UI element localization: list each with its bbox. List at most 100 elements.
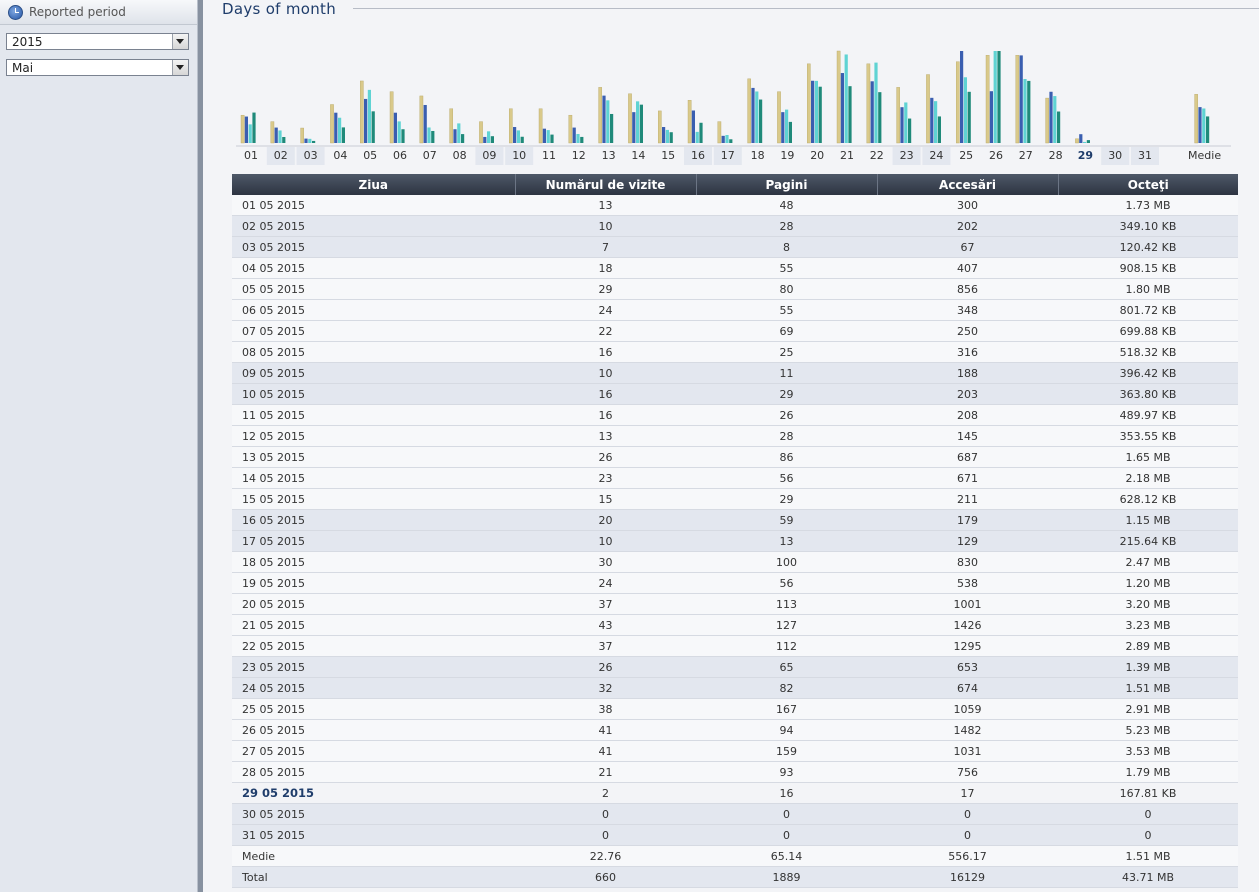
bar-08-s0[interactable] <box>449 108 454 144</box>
bar-06-s3[interactable] <box>401 129 405 143</box>
bar-28-s2[interactable] <box>1053 96 1057 143</box>
bar-20-s0[interactable] <box>807 63 811 144</box>
bar-26-s3[interactable] <box>997 51 1001 143</box>
bar-23-s0[interactable] <box>896 87 900 144</box>
bar-22-s3[interactable] <box>878 92 882 143</box>
bar-07-s1[interactable] <box>423 104 427 143</box>
bar-03-s2[interactable] <box>308 138 312 143</box>
bar-Medie-s0[interactable] <box>1194 94 1198 144</box>
bar-26-s2[interactable] <box>993 51 997 143</box>
bar-11-s3[interactable] <box>550 134 554 143</box>
bar-17-s1[interactable] <box>721 135 725 143</box>
bar-17-s3[interactable] <box>729 139 733 143</box>
bar-26-s1[interactable] <box>989 91 993 143</box>
bar-11-s0[interactable] <box>538 108 543 144</box>
bar-09-s3[interactable] <box>490 136 494 143</box>
bar-29-s0[interactable] <box>1075 138 1079 144</box>
bar-16-s1[interactable] <box>691 110 695 143</box>
bar-25-s1[interactable] <box>960 51 964 143</box>
bar-21-s3[interactable] <box>848 86 852 143</box>
bar-21-s1[interactable] <box>840 73 844 143</box>
bar-13-s3[interactable] <box>610 113 614 143</box>
bar-22-s0[interactable] <box>866 63 871 144</box>
bar-04-s2[interactable] <box>338 117 342 143</box>
bar-24-s2[interactable] <box>934 101 938 143</box>
bar-09-s2[interactable] <box>487 131 491 143</box>
bar-13-s1[interactable] <box>602 95 606 143</box>
bar-Medie-s1[interactable] <box>1198 107 1202 143</box>
bar-02-s0[interactable] <box>270 121 275 144</box>
bar-03-s1[interactable] <box>304 138 308 143</box>
bar-16-s2[interactable] <box>695 131 699 143</box>
bar-12-s1[interactable] <box>572 127 576 143</box>
bar-19-s3[interactable] <box>788 121 792 143</box>
bar-02-s1[interactable] <box>274 127 278 143</box>
bar-19-s2[interactable] <box>785 109 789 143</box>
bar-15-s2[interactable] <box>665 129 669 143</box>
bar-05-s1[interactable] <box>364 98 368 143</box>
bar-28-s3[interactable] <box>1057 111 1061 143</box>
bar-27-s0[interactable] <box>1015 55 1020 144</box>
column-header[interactable]: Pagini <box>695 174 877 195</box>
bar-05-s2[interactable] <box>367 89 371 143</box>
column-header[interactable]: Accesări <box>876 174 1058 195</box>
bar-18-s1[interactable] <box>751 87 755 143</box>
year-select[interactable]: 2015 <box>6 33 189 50</box>
bar-03-s0[interactable] <box>300 127 304 144</box>
bar-Medie-s2[interactable] <box>1202 108 1206 143</box>
column-header[interactable]: Numărul de vizite <box>514 174 696 195</box>
bar-02-s3[interactable] <box>282 137 286 143</box>
bar-09-s1[interactable] <box>483 136 487 143</box>
bar-22-s1[interactable] <box>870 81 874 143</box>
bar-17-s2[interactable] <box>725 134 729 143</box>
bar-24-s0[interactable] <box>926 74 930 144</box>
bar-04-s0[interactable] <box>330 104 334 144</box>
bar-14-s3[interactable] <box>639 104 643 143</box>
bar-28-s0[interactable] <box>1045 97 1049 144</box>
bar-Medie-s3[interactable] <box>1206 116 1210 143</box>
month-select[interactable]: Mai <box>6 59 189 76</box>
bar-29-s2[interactable] <box>1083 141 1087 143</box>
bar-18-s3[interactable] <box>759 99 763 143</box>
bar-08-s1[interactable] <box>453 129 457 143</box>
bar-04-s3[interactable] <box>341 127 345 143</box>
column-header[interactable]: Octeţi <box>1057 174 1238 195</box>
bar-24-s1[interactable] <box>930 97 934 143</box>
bar-18-s2[interactable] <box>755 91 759 143</box>
bar-05-s0[interactable] <box>359 80 364 144</box>
bar-27-s3[interactable] <box>1027 80 1031 143</box>
bar-27-s2[interactable] <box>1023 78 1027 143</box>
bar-13-s0[interactable] <box>598 87 603 144</box>
bar-07-s3[interactable] <box>431 130 435 143</box>
bar-07-s0[interactable] <box>419 95 424 144</box>
bar-22-s2[interactable] <box>874 62 878 143</box>
bar-19-s1[interactable] <box>781 112 785 143</box>
bar-15-s3[interactable] <box>669 132 673 143</box>
bar-14-s2[interactable] <box>636 101 640 143</box>
bar-15-s0[interactable] <box>658 110 662 144</box>
bar-14-s1[interactable] <box>632 112 636 143</box>
bar-11-s2[interactable] <box>546 130 550 143</box>
bar-17-s0[interactable] <box>717 121 722 144</box>
bar-11-s1[interactable] <box>542 128 546 143</box>
bar-18-s0[interactable] <box>747 78 752 144</box>
bar-20-s1[interactable] <box>811 80 815 143</box>
bar-01-s1[interactable] <box>244 116 248 143</box>
bar-08-s3[interactable] <box>461 134 465 143</box>
bar-03-s3[interactable] <box>312 140 316 143</box>
bar-29-s3[interactable] <box>1086 140 1090 143</box>
column-header[interactable]: Ziua <box>232 174 515 195</box>
bar-23-s2[interactable] <box>904 102 908 143</box>
bar-01-s3[interactable] <box>252 112 256 143</box>
bar-10-s0[interactable] <box>509 108 513 144</box>
bar-21-s0[interactable] <box>836 50 841 144</box>
bar-04-s1[interactable] <box>334 112 338 143</box>
panel-divider[interactable] <box>198 0 203 892</box>
bar-25-s2[interactable] <box>963 77 967 143</box>
bar-06-s0[interactable] <box>389 91 394 144</box>
bar-29-s1[interactable] <box>1079 134 1083 143</box>
bar-28-s1[interactable] <box>1049 91 1053 143</box>
bar-06-s2[interactable] <box>397 121 401 143</box>
bar-27-s1[interactable] <box>1019 55 1023 144</box>
bar-09-s0[interactable] <box>479 121 483 144</box>
